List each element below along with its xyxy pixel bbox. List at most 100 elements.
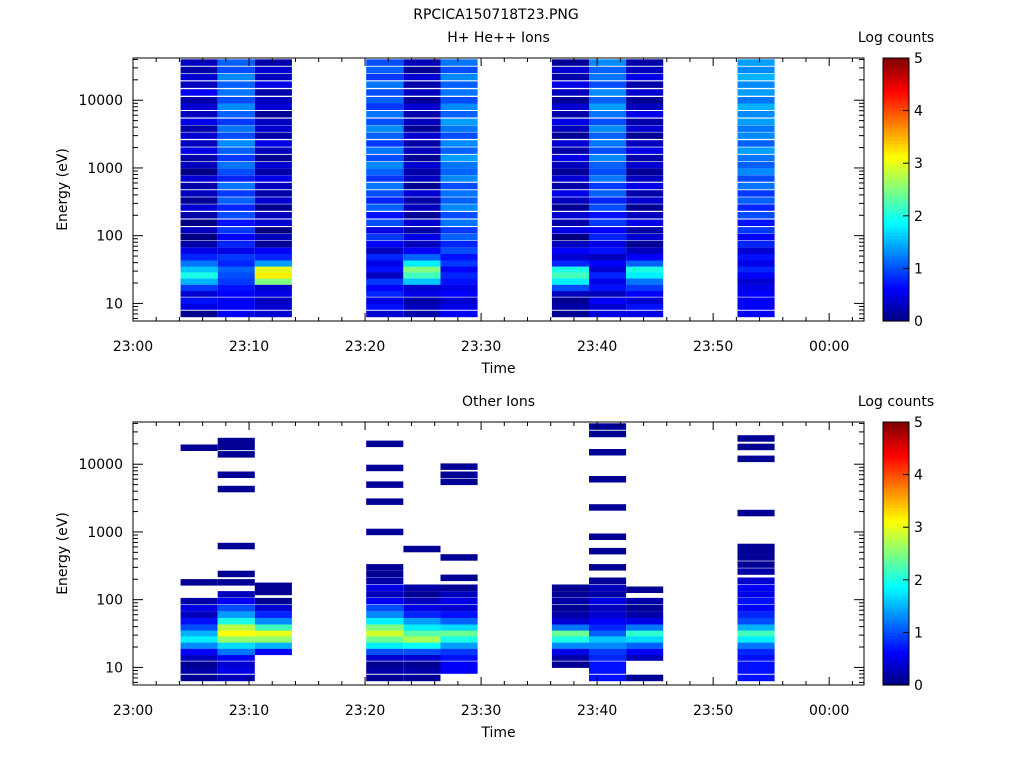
heatmap-cell xyxy=(366,642,404,649)
colorbar-step xyxy=(883,163,909,168)
heatmap-cell xyxy=(254,97,292,104)
heatmap-cell xyxy=(626,212,664,219)
heatmap-cell xyxy=(737,597,775,605)
heatmap-cell xyxy=(589,260,627,267)
heatmap-cell xyxy=(440,618,478,625)
x-tick-label: 23:10 xyxy=(229,703,269,719)
heatmap-cell xyxy=(403,182,441,190)
heatmap-cell xyxy=(180,618,218,625)
heatmap-cell xyxy=(737,118,775,126)
heatmap-cell xyxy=(589,219,627,226)
heatmap-cell xyxy=(254,111,292,118)
heatmap-cell xyxy=(737,667,775,674)
heatmap-cell xyxy=(626,59,664,66)
heatmap-cell xyxy=(589,161,627,169)
heatmap-cell xyxy=(403,247,441,254)
heatmap-cell xyxy=(180,654,218,661)
heatmap-cell xyxy=(626,611,664,618)
heatmap-cell xyxy=(403,272,441,279)
heatmap-cell xyxy=(551,272,589,279)
colorbar-step xyxy=(883,81,909,85)
heatmap-cell xyxy=(589,140,627,147)
heatmap-cell xyxy=(737,509,775,517)
heatmap-cell xyxy=(403,584,441,591)
heatmap-cell xyxy=(217,451,255,458)
heatmap-cell xyxy=(551,265,589,273)
heatmap-cell xyxy=(440,260,478,267)
heatmap-cell xyxy=(403,212,441,219)
colorbar-step xyxy=(883,179,909,184)
heatmap-cell xyxy=(180,175,218,182)
heatmap-cell xyxy=(626,674,664,682)
heatmap-cell xyxy=(589,111,627,118)
heatmap-cell xyxy=(737,219,775,226)
heatmap-cell xyxy=(737,654,775,661)
x-tick-label: 23:40 xyxy=(577,703,617,719)
colorbar-step xyxy=(883,573,909,578)
heatmap-cell xyxy=(254,303,292,310)
heatmap-cell xyxy=(737,618,775,625)
heatmap-cell xyxy=(589,272,627,279)
heatmap-cell xyxy=(589,59,627,66)
heatmap-cell xyxy=(440,648,478,656)
heatmap-cell xyxy=(589,265,627,273)
colorbar-step xyxy=(883,566,909,571)
x-tick-label: 00:00 xyxy=(809,339,849,355)
colorbar-step xyxy=(883,543,909,548)
colorbar-step xyxy=(883,123,909,128)
heatmap-cell xyxy=(589,303,627,310)
heatmap-cell xyxy=(180,111,218,118)
heatmap-cell xyxy=(254,204,292,211)
heatmap-cell xyxy=(180,604,218,612)
heatmap-cell xyxy=(737,648,775,656)
heatmap-cell xyxy=(180,579,218,586)
heatmap-cell xyxy=(737,661,775,668)
colorbar-step xyxy=(883,527,909,532)
heatmap-cell xyxy=(551,73,589,81)
heatmap-cell xyxy=(626,197,664,204)
colorbar-step xyxy=(883,592,909,597)
heatmap-cell xyxy=(551,125,589,132)
heatmap-cell xyxy=(551,597,589,605)
heatmap-cell xyxy=(626,618,664,625)
heatmap-cell xyxy=(737,212,775,219)
colorbar-step xyxy=(883,435,909,440)
heatmap-cell xyxy=(180,272,218,279)
heatmap-cell xyxy=(217,618,255,625)
heatmap-cell xyxy=(551,175,589,182)
heatmap-cell xyxy=(366,190,404,197)
heatmap-cell xyxy=(366,168,404,175)
heatmap-cell xyxy=(217,175,255,182)
heatmap-cell xyxy=(217,66,255,74)
heatmap-cell xyxy=(737,81,775,88)
colorbar-step xyxy=(883,169,909,174)
heatmap-cell xyxy=(589,504,627,511)
heatmap-cell xyxy=(589,577,627,584)
colorbar-step xyxy=(883,629,909,633)
heatmap-cell xyxy=(551,219,589,226)
colorbar-step xyxy=(883,232,909,237)
colorbar-step xyxy=(883,225,909,230)
colorbar-step xyxy=(883,268,909,273)
colorbar-step xyxy=(883,58,909,62)
heatmap-cell xyxy=(217,629,255,637)
figure-title: RPCICA150718T23.PNG xyxy=(413,7,578,23)
colorbar-step xyxy=(883,84,909,89)
heatmap-cell xyxy=(589,624,627,631)
colorbar: 0 1 2 3 4 5 Log counts xyxy=(858,394,934,694)
heatmap-cell xyxy=(403,648,441,656)
heatmap-cell xyxy=(551,624,589,631)
heatmap-cell xyxy=(366,570,404,578)
x-tick-label: 23:40 xyxy=(577,339,617,355)
heatmap-cell xyxy=(589,430,627,438)
colorbar-step xyxy=(883,642,909,647)
heatmap-cell xyxy=(626,154,664,162)
heatmap-cell xyxy=(440,265,478,273)
colorbar-step xyxy=(883,553,909,558)
x-tick-label: 23:10 xyxy=(229,339,269,355)
heatmap-cell xyxy=(626,190,664,197)
colorbar-step xyxy=(883,140,909,145)
heatmap-cell xyxy=(626,604,664,612)
heatmap-cell xyxy=(217,111,255,118)
colorbar-step xyxy=(883,251,909,256)
